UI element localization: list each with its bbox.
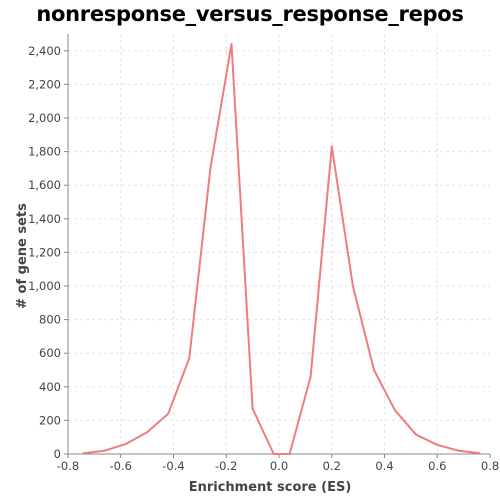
- data-point: [394, 409, 397, 412]
- data-point: [209, 167, 212, 170]
- y-tick-label: 400: [39, 380, 61, 394]
- data-point: [415, 433, 418, 436]
- y-tick-label: 0: [54, 447, 61, 461]
- x-axis-ticks: -0.8 -0.6 -0.4 -0.2 0.0 0.2 0.4 0.6 0.8: [57, 454, 499, 473]
- x-tick-label: -0.6: [110, 459, 132, 473]
- series-line: [83, 43, 480, 455]
- y-axis-ticks: 0 200 400 600 800 1,000 1,200 1,400 1,600 1,800 2,…: [28, 44, 68, 461]
- y-tick-label: 2,200: [28, 77, 61, 91]
- data-point: [330, 145, 333, 148]
- data-point: [288, 453, 291, 455]
- x-tick-label: -0.8: [57, 459, 79, 473]
- x-tick-label: 0.4: [375, 459, 393, 473]
- x-tick-label: 0.8: [481, 459, 499, 473]
- y-axis-label: # of gene sets: [15, 203, 30, 309]
- data-point: [125, 442, 128, 445]
- grid-lines: [68, 34, 490, 454]
- data-point: [372, 369, 375, 371]
- data-point: [436, 443, 439, 446]
- x-tick-label: 0.6: [428, 459, 446, 473]
- y-tick-label: 600: [39, 346, 61, 360]
- data-point: [167, 412, 170, 415]
- data-point: [309, 375, 312, 378]
- data-point: [351, 285, 354, 287]
- chart-title: nonresponse_versus_response_repos: [36, 2, 464, 26]
- y-tick-label: 200: [39, 413, 61, 427]
- y-tick-label: 800: [39, 313, 61, 327]
- data-series: [82, 43, 481, 455]
- y-tick-label: 1,400: [28, 212, 61, 226]
- x-tick-label: -0.2: [215, 459, 237, 473]
- x-tick-label: 0.0: [270, 459, 288, 473]
- data-point: [251, 407, 254, 410]
- data-point: [103, 449, 106, 452]
- data-point: [457, 449, 460, 452]
- data-point: [478, 452, 481, 455]
- data-point: [230, 43, 233, 46]
- data-point: [146, 431, 149, 434]
- x-axis-label: Enrichment score (ES): [189, 480, 352, 495]
- x-tick-label: -0.4: [162, 459, 184, 473]
- y-tick-label: 1,800: [28, 145, 61, 159]
- y-tick-label: 1,200: [28, 245, 61, 259]
- y-tick-label: 2,400: [28, 44, 61, 58]
- data-point: [188, 357, 191, 360]
- data-point: [272, 453, 275, 455]
- data-point: [82, 452, 85, 455]
- y-tick-label: 1,600: [28, 178, 61, 192]
- x-tick-label: 0.2: [323, 459, 341, 473]
- y-tick-label: 2,000: [28, 111, 61, 125]
- y-tick-label: 1,000: [28, 279, 61, 293]
